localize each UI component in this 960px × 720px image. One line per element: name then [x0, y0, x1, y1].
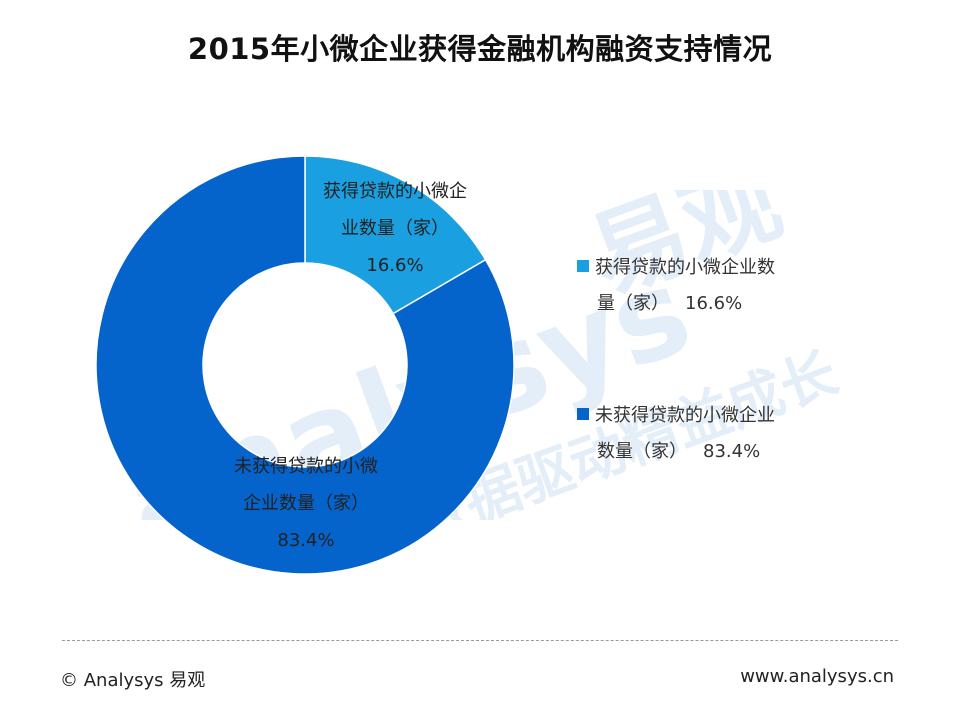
slice-1-category-label: 获得贷款的小微企 [323, 181, 467, 202]
legend-label: 获得贷款的小微企业数 [595, 257, 775, 278]
footer-copyright: © Analysys 易观 [60, 670, 206, 691]
legend-label: 量（家） [597, 293, 669, 314]
legend-value: 83.4% [703, 441, 761, 462]
page-title: 2015年小微企业获得金融机构融资支持情况 [187, 32, 773, 66]
slice-1-value-label: 16.6% [366, 255, 423, 276]
legend-label: 数量（家） [597, 441, 687, 462]
legend-label: 未获得贷款的小微企业 [595, 405, 775, 426]
legend-item-1: 获得贷款的小微企业数 量（家） 16.6% [577, 250, 775, 322]
slice-2-category-label: 未获得贷款的小微 [234, 456, 378, 477]
footer-divider [62, 640, 898, 641]
legend-swatch [577, 408, 589, 420]
slice-1-category-label: 业数量（家） [341, 218, 449, 239]
legend-swatch [577, 260, 589, 272]
legend-value: 16.6% [685, 293, 743, 314]
slice-2-value-label: 83.4% [277, 530, 334, 551]
legend-item-2: 未获得贷款的小微企业 数量（家） 83.4% [577, 398, 775, 470]
slice-2-category-label: 企业数量（家） [243, 493, 369, 514]
donut-slice-2 [95, 155, 515, 575]
donut-slice-1 [304, 155, 487, 315]
footer-website: www.analysys.cn [740, 666, 894, 687]
